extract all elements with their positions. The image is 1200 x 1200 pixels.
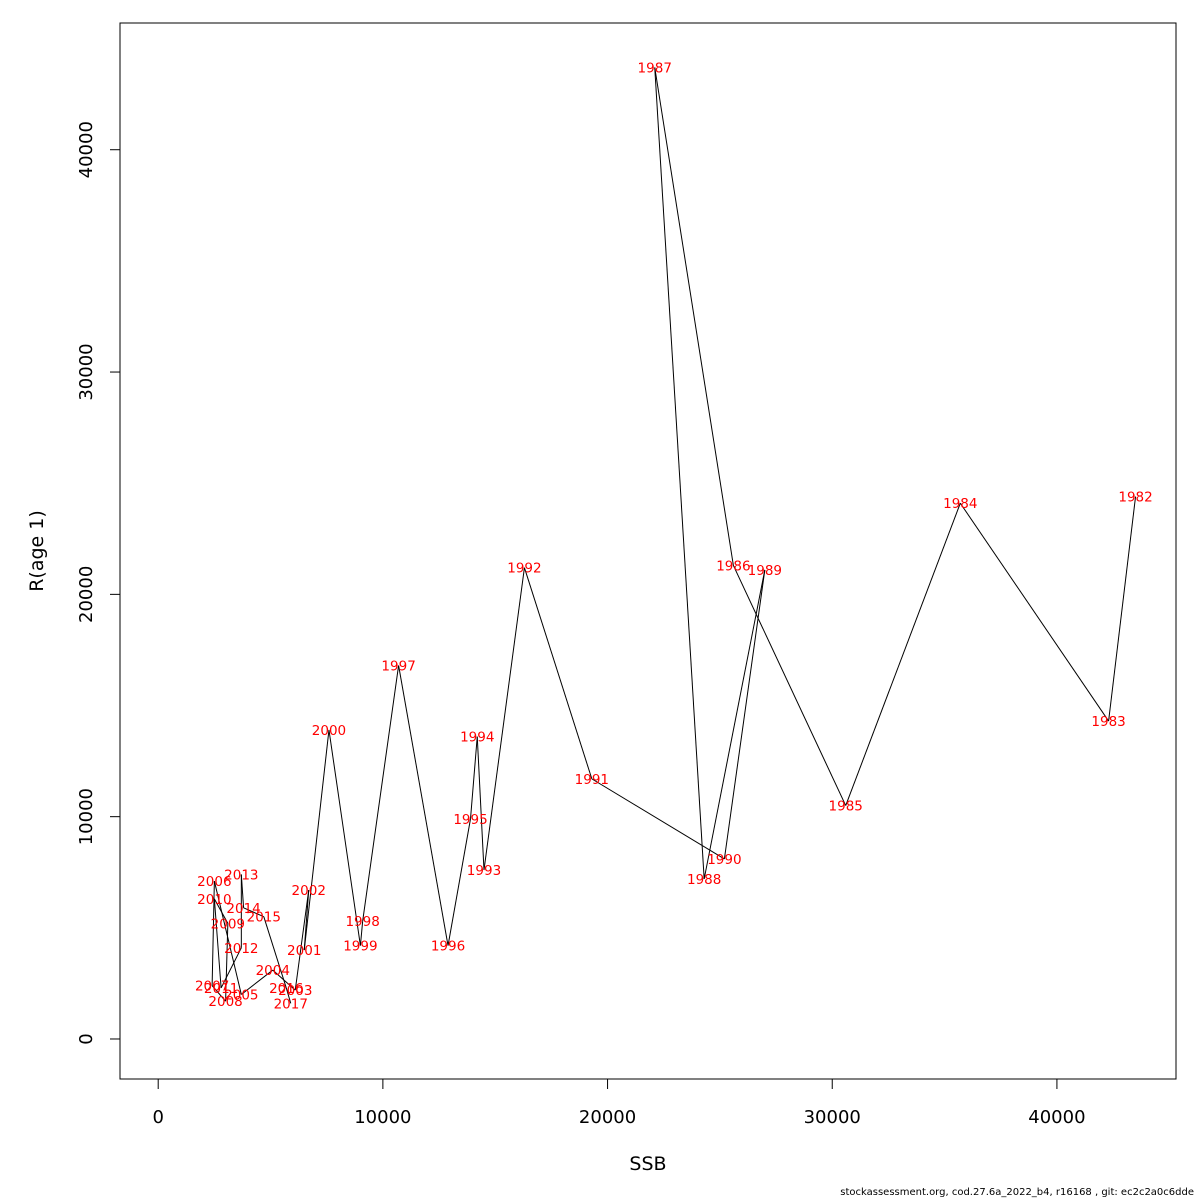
point-label-1989: 1989: [748, 563, 782, 579]
point-label-1999: 1999: [343, 939, 377, 955]
series-segment: [654, 67, 705, 879]
series-segment: [220, 947, 242, 989]
y-tick-label: 20000: [76, 566, 97, 623]
series-segment: [243, 907, 264, 918]
point-label-2010: 2010: [197, 892, 231, 908]
series-segment: [225, 923, 229, 1002]
series-line: [211, 67, 1137, 1004]
series-segment: [294, 889, 310, 991]
series-segment: [732, 565, 847, 806]
series-segment: [213, 898, 222, 988]
series-segment: [362, 665, 400, 922]
series-segment: [211, 985, 226, 1002]
point-label-2008: 2008: [208, 994, 242, 1010]
point-label-1990: 1990: [707, 852, 741, 868]
y-tick-label: 30000: [76, 343, 97, 400]
point-label-1991: 1991: [575, 772, 609, 788]
x-tick-label: 40000: [1028, 1107, 1085, 1128]
series-segment: [263, 916, 287, 989]
x-tick-label: 30000: [804, 1107, 861, 1128]
y-axis: 0 10000 20000 30000 40000: [76, 121, 121, 1045]
point-label-1994: 1994: [460, 730, 494, 746]
point-label-2004: 2004: [256, 963, 290, 979]
point-label-1996: 1996: [431, 939, 465, 955]
point-label-2017: 2017: [274, 996, 308, 1012]
point-label-1986: 1986: [716, 558, 750, 574]
x-tick-label: 10000: [354, 1107, 411, 1128]
point-label-1995: 1995: [453, 812, 487, 828]
point-label-2001: 2001: [287, 943, 321, 959]
series-segment: [241, 969, 274, 995]
series-segment: [523, 567, 593, 780]
point-label-1982: 1982: [1118, 490, 1152, 506]
series-segment: [703, 569, 766, 880]
point-label-2012: 2012: [224, 941, 258, 957]
x-tick-label: 20000: [579, 1107, 636, 1128]
y-tick-label: 10000: [76, 788, 97, 845]
point-label-1997: 1997: [381, 658, 415, 674]
series-segment: [447, 818, 471, 946]
series-segment: [303, 729, 330, 951]
series-segment: [328, 729, 361, 946]
y-tick-label: 0: [76, 1033, 97, 1044]
point-label-1998: 1998: [345, 914, 379, 930]
series-segment: [359, 921, 364, 946]
y-tick-label: 40000: [76, 121, 97, 178]
series-segment: [303, 889, 310, 951]
point-label-2007: 2007: [195, 979, 229, 995]
point-label-1987: 1987: [638, 60, 672, 76]
point-label-2000: 2000: [312, 723, 346, 739]
x-axis: 0 10000 20000 30000 40000: [152, 1078, 1086, 1128]
series-segment: [483, 567, 525, 871]
series-segment: [398, 665, 449, 946]
x-tick-label: 0: [152, 1107, 163, 1128]
series-segment: [654, 67, 734, 566]
series-segment: [591, 778, 725, 860]
point-label-2015: 2015: [247, 910, 281, 926]
point-label-2013: 2013: [224, 867, 258, 883]
footer-source: stockassessment.org, cod.27.6a_2022_b4, …: [840, 1187, 1194, 1198]
series-segment: [470, 736, 478, 819]
point-label-2002: 2002: [292, 883, 326, 899]
point-label-1983: 1983: [1091, 714, 1125, 730]
point-label-2011: 2011: [204, 981, 238, 997]
point-label-1993: 1993: [467, 863, 501, 879]
point-label-1992: 1992: [507, 561, 541, 577]
series-segment: [1108, 496, 1137, 722]
series-segment: [959, 502, 1110, 722]
series-segment: [723, 569, 766, 859]
point-label-2016: 2016: [269, 981, 303, 997]
series-segment: [285, 987, 292, 1004]
series-segment: [240, 874, 245, 908]
point-label-2014: 2014: [226, 901, 260, 917]
point-label-1985: 1985: [829, 799, 863, 815]
series-segment: [213, 898, 229, 924]
y-axis-title: R(age 1): [26, 510, 48, 592]
x-axis-title: SSB: [629, 1153, 666, 1175]
series-segment: [476, 736, 485, 871]
series-segment: [845, 503, 961, 806]
point-label-2009: 2009: [211, 916, 245, 932]
point-labels: 1982 1983 1984 1985 1986 1987 1988 1989 1990 1991…: [195, 60, 1153, 1012]
point-label-1984: 1984: [943, 496, 977, 512]
point-label-2006: 2006: [197, 874, 231, 890]
point-label-2005: 2005: [224, 988, 258, 1004]
point-label-2003: 2003: [278, 983, 312, 999]
series-segment: [211, 881, 215, 986]
point-label-1988: 1988: [687, 872, 721, 888]
